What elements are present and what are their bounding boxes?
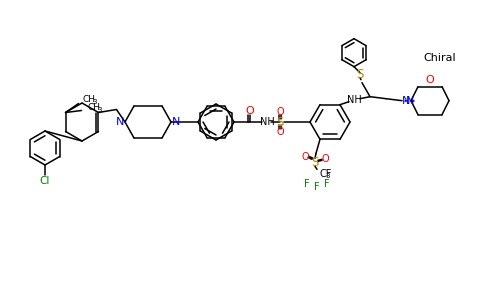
Text: N: N — [402, 96, 410, 106]
Text: O: O — [301, 152, 309, 162]
Text: N: N — [116, 117, 124, 127]
Text: O: O — [245, 106, 255, 116]
Text: NH: NH — [347, 95, 362, 105]
Text: 3: 3 — [98, 106, 102, 112]
Text: S: S — [276, 116, 284, 128]
Text: O: O — [276, 127, 284, 137]
Text: CH: CH — [88, 103, 101, 112]
Text: F: F — [314, 182, 320, 192]
Text: 3: 3 — [92, 98, 97, 104]
Text: NH: NH — [259, 117, 274, 127]
Text: O: O — [425, 75, 434, 85]
Text: N: N — [172, 117, 180, 127]
Text: N: N — [406, 96, 414, 106]
Text: F: F — [304, 179, 310, 189]
Text: F: F — [324, 179, 330, 189]
Text: O: O — [321, 154, 329, 164]
Text: S: S — [311, 156, 318, 169]
Text: CH: CH — [83, 95, 95, 104]
Text: 3: 3 — [326, 173, 330, 179]
Text: Chiral: Chiral — [424, 53, 456, 63]
Text: O: O — [276, 107, 284, 117]
Text: CF: CF — [319, 169, 332, 179]
Text: Cl: Cl — [40, 176, 50, 186]
Text: S: S — [356, 68, 363, 81]
